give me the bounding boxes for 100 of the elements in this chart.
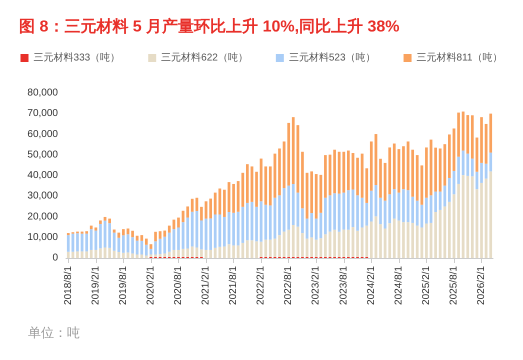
bar — [314, 174, 318, 219]
bar — [214, 248, 217, 258]
bar — [420, 227, 424, 258]
bar — [140, 235, 144, 241]
bar — [466, 176, 470, 258]
y-tick-label: 50,000 — [27, 149, 58, 160]
bar — [338, 194, 341, 232]
bar — [319, 238, 322, 257]
y-tick-label: 60,000 — [27, 128, 58, 140]
bar — [470, 115, 474, 159]
bar — [388, 223, 392, 258]
bar — [365, 226, 368, 257]
bar — [420, 204, 424, 228]
bar — [268, 240, 272, 257]
bar — [338, 152, 341, 194]
legend-label: 三元材料811（吨） — [416, 52, 503, 64]
bar — [90, 226, 93, 230]
bar — [346, 230, 350, 257]
bar — [346, 190, 350, 230]
bar — [268, 205, 272, 240]
bar — [411, 222, 414, 258]
bar — [470, 158, 474, 176]
x-tick-label: 2025/2/1 — [420, 266, 432, 305]
x-tick-label: 2024/2/1 — [366, 266, 377, 305]
bar — [195, 210, 198, 248]
bar — [150, 244, 152, 249]
x-tick-label: 2022/8/1 — [283, 266, 294, 305]
x-tick-label: 2019/8/1 — [118, 266, 129, 305]
bar — [489, 114, 492, 153]
y-tick-label: 40,000 — [27, 170, 58, 181]
bar — [195, 247, 198, 257]
bar — [416, 155, 419, 201]
bar — [241, 172, 244, 207]
x-tick-label: 2021/8/1 — [228, 266, 240, 305]
bar — [292, 117, 295, 184]
bar — [314, 240, 318, 257]
bar — [140, 240, 144, 254]
bar — [287, 230, 290, 257]
bar — [287, 122, 290, 186]
bar — [292, 225, 295, 257]
bar — [287, 186, 290, 230]
x-tick-label: 2026/2/1 — [476, 266, 488, 305]
bar — [466, 115, 470, 154]
bar — [144, 238, 148, 245]
bar — [388, 194, 392, 224]
bar — [117, 252, 120, 258]
x-tick-label: 2025/8/1 — [448, 266, 460, 305]
bar — [314, 218, 318, 240]
bar — [260, 201, 263, 242]
bar — [163, 236, 166, 254]
legend-label: 三元材料622（吨） — [161, 52, 248, 64]
y-tick-label: 10,000 — [27, 232, 58, 243]
bar — [319, 174, 322, 213]
bar — [260, 242, 263, 257]
bar — [195, 198, 198, 211]
bar — [292, 184, 295, 225]
bar — [209, 218, 212, 250]
bar — [190, 212, 194, 246]
bar — [186, 248, 190, 257]
bar — [342, 230, 346, 257]
bar — [236, 212, 240, 246]
bar — [360, 227, 364, 257]
bar — [360, 198, 364, 228]
bar — [66, 235, 70, 252]
y-tick-label: 80,000 — [27, 88, 58, 98]
bar — [117, 232, 120, 238]
bar — [296, 226, 300, 257]
bar — [168, 226, 171, 233]
bar — [462, 150, 465, 176]
bar — [209, 250, 212, 258]
bar — [246, 202, 249, 240]
bar — [168, 232, 171, 252]
bar — [310, 171, 314, 214]
bar — [163, 253, 166, 257]
bar — [94, 250, 98, 258]
bar — [90, 250, 93, 258]
bar — [443, 186, 446, 206]
bar — [411, 196, 414, 223]
bar — [136, 236, 139, 241]
bar — [246, 164, 249, 203]
x-tick-label: 2022/2/1 — [256, 266, 267, 305]
bar — [420, 165, 424, 205]
bar — [310, 213, 314, 238]
chart-title: 图 8：三元材料 5 月产量环比上升 10%,同比上升 38% — [19, 18, 400, 36]
bar — [264, 166, 268, 205]
bar — [370, 221, 373, 258]
bar — [85, 234, 88, 252]
x-tick-label: 2019/2/1 — [90, 266, 102, 305]
text: 单位：吨 — [28, 325, 80, 340]
y-tick-label: 0 — [52, 252, 58, 264]
bar — [370, 141, 373, 191]
bar — [163, 230, 166, 237]
bar — [136, 240, 139, 254]
bar — [260, 158, 263, 202]
bar — [296, 192, 300, 227]
bar — [489, 152, 492, 172]
legend-label: 三元材料523（吨） — [288, 52, 376, 64]
legend-label: 三元材料333（吨） — [34, 52, 120, 64]
bar — [218, 214, 222, 247]
x-tick-label: 2024/8/1 — [393, 266, 404, 305]
